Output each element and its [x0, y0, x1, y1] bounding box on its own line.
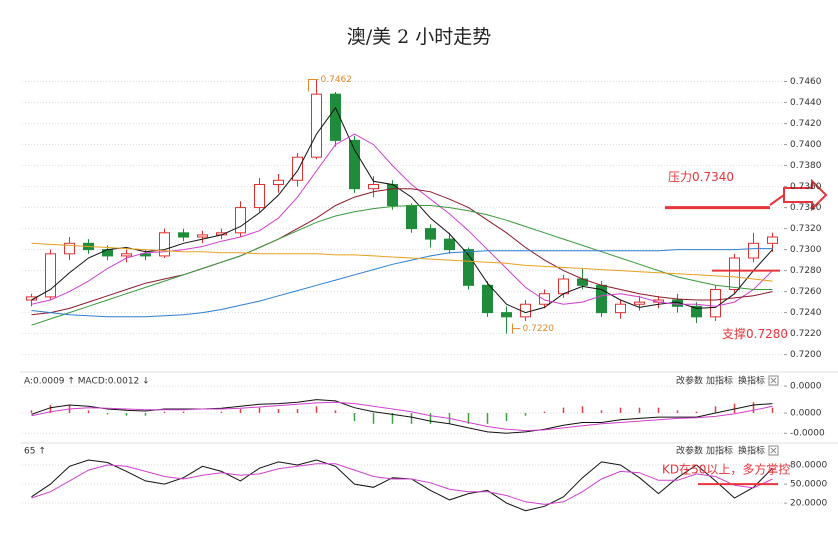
candle-body: [444, 238, 455, 251]
level-label: KD在50以上，多方掌控: [662, 462, 790, 477]
y-tick-label: 0.7400: [790, 140, 822, 150]
arrow-icon: [769, 178, 828, 212]
toolbar-button[interactable]: 加指标: [706, 445, 733, 457]
indicator-line: [31, 133, 773, 307]
candle-body: [425, 228, 436, 240]
y-tick-label: 0.7260: [790, 287, 822, 297]
y-tick-label: 0.7220: [790, 329, 822, 339]
candle-body: [482, 284, 493, 314]
y-tick-label: 0.7280: [790, 266, 822, 276]
y-tick-label: 0.7240: [790, 308, 822, 318]
candle-body: [292, 156, 303, 181]
candle-body: [254, 183, 265, 209]
candle-body: [64, 242, 75, 255]
candle-body: [615, 303, 626, 314]
indicator-line: [31, 401, 773, 432]
y-tick-label: 0.0000: [790, 382, 822, 392]
candle-body: [558, 278, 569, 295]
y-tick-label: 0.7440: [790, 98, 822, 108]
y-tick-label: 0.7200: [790, 350, 822, 360]
toolbar-button[interactable]: 加指标: [706, 375, 733, 387]
resistance-label: 压力0.7340: [668, 170, 734, 184]
candle-body: [767, 236, 778, 244]
indicator-line: [31, 248, 773, 318]
peak-label: 0.7462: [321, 75, 353, 85]
candle-body: [691, 305, 702, 318]
y-tick-label: 0.7340: [790, 203, 822, 213]
candle-body: [349, 139, 360, 190]
indicator-line: [31, 106, 773, 314]
toolbar-button[interactable]: 改参数: [676, 445, 703, 457]
trough-marker: [512, 323, 521, 334]
candle-body: [140, 253, 151, 257]
candle-body: [729, 257, 740, 291]
close-icon: [770, 447, 777, 454]
indicator-line: [31, 205, 773, 326]
candle-body: [539, 293, 550, 305]
candle-body: [387, 183, 398, 206]
indicator-line: [31, 242, 773, 282]
candle-body: [121, 253, 132, 257]
peak-marker: [308, 78, 319, 92]
toolbar-button[interactable]: 换指标: [738, 375, 765, 387]
chart-title: 澳/美 2 小时走势: [347, 26, 492, 48]
y-tick-label: 0.7320: [790, 224, 822, 234]
y-tick-label: 0.7380: [790, 161, 822, 171]
candle-body: [45, 253, 56, 298]
y-tick-label: 0.7460: [790, 77, 822, 87]
y-tick-label: 20.0000: [790, 499, 827, 509]
candle-body: [634, 301, 645, 305]
candle-body: [235, 207, 246, 234]
y-tick-label: 50.0000: [790, 480, 827, 490]
indicator-line: [31, 188, 773, 316]
indicator-line: [31, 459, 773, 512]
y-tick-label: -0.0000: [790, 429, 825, 439]
candle-body: [501, 312, 512, 318]
support-label: 支撑0.7280: [722, 326, 788, 341]
candle-body: [159, 232, 170, 257]
trough-label: 0.7220: [523, 324, 555, 334]
candle-body: [748, 242, 759, 259]
panel-header: 65 ↑: [24, 447, 46, 457]
y-tick-label: 0.7420: [790, 119, 822, 129]
candle-body: [273, 179, 284, 185]
indicator-line: [31, 463, 773, 505]
y-tick-label: 0.0000: [790, 409, 822, 419]
candle-body: [368, 183, 379, 190]
toolbar-button[interactable]: 换指标: [738, 445, 765, 457]
candle-body: [26, 296, 37, 301]
toolbar-button[interactable]: 改参数: [676, 375, 703, 387]
candle-body: [197, 234, 208, 238]
candle-body: [463, 249, 474, 286]
candle-body: [311, 93, 322, 158]
candle-body: [406, 204, 417, 230]
y-tick-label: 0.7360: [790, 182, 822, 192]
close-icon: [770, 377, 777, 384]
y-tick-label: 0.7300: [790, 245, 822, 255]
indicator-line: [31, 399, 773, 434]
candle-body: [330, 93, 341, 141]
panel-header: A:0.0009 ↑ MACD:0.0012 ↓: [24, 377, 150, 387]
candle-body: [102, 249, 113, 257]
candle-body: [710, 289, 721, 318]
y-tick-label: 80.0000: [790, 461, 827, 471]
candle-body: [178, 232, 189, 238]
